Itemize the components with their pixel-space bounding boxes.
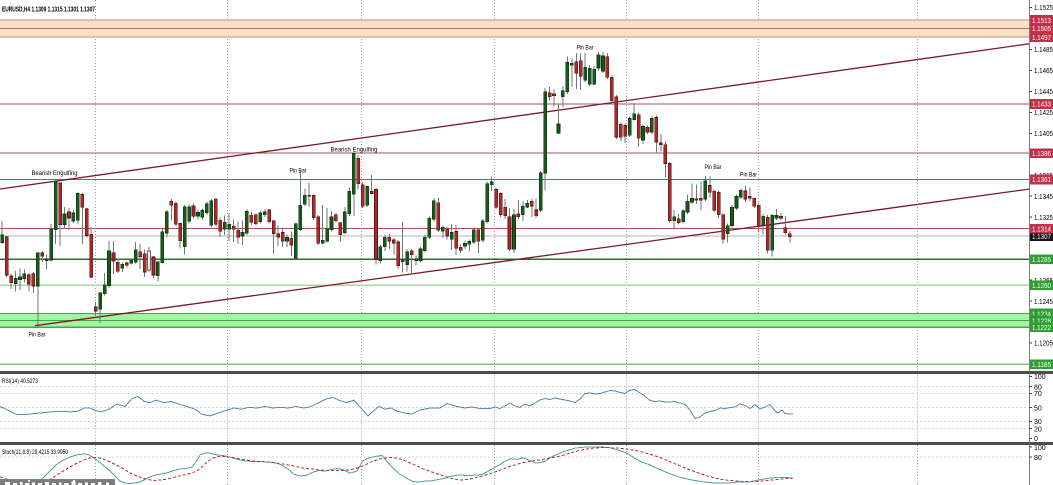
svg-text:1.1245: 1.1245: [1034, 299, 1053, 306]
svg-text:RSI(14) 40.5273: RSI(14) 40.5273: [2, 378, 38, 385]
svg-text:1.1314: 1.1314: [1032, 227, 1051, 234]
svg-text:1.1513: 1.1513: [1032, 18, 1051, 25]
svg-text:1.1465: 1.1465: [1034, 68, 1053, 75]
svg-text:Pin Bar: Pin Bar: [740, 171, 758, 178]
svg-text:1.1497: 1.1497: [1032, 35, 1051, 42]
svg-text:Stoch(21,8,8) 29.4215 33.9950: Stoch(21,8,8) 29.4215 33.9950: [2, 449, 68, 456]
svg-text:1.1185: 1.1185: [1032, 362, 1051, 369]
svg-text:30: 30: [1034, 419, 1042, 426]
svg-text:1.1307: 1.1307: [1032, 234, 1051, 241]
svg-text:1.1260: 1.1260: [1032, 283, 1051, 290]
svg-text:1.1505: 1.1505: [1032, 26, 1051, 33]
svg-text:1.1234: 1.1234: [1032, 311, 1051, 318]
svg-text:80: 80: [1034, 455, 1042, 462]
svg-text:1.1425: 1.1425: [1034, 110, 1053, 117]
svg-text:1.1445: 1.1445: [1034, 89, 1053, 96]
svg-text:1.1361: 1.1361: [1032, 177, 1051, 184]
svg-text:1.1433: 1.1433: [1032, 102, 1051, 109]
svg-text:EURUSD,H4 1.1309 1.1315 1.130: EURUSD,H4 1.1309 1.1315 1.1301 1.1307: [2, 5, 95, 14]
svg-text:70: 70: [1034, 391, 1042, 398]
svg-text:1.1386: 1.1386: [1032, 151, 1051, 158]
svg-text:Pin Bar: Pin Bar: [577, 44, 595, 51]
svg-text:1.1485: 1.1485: [1034, 47, 1053, 54]
svg-text:80: 80: [1034, 384, 1042, 391]
svg-text:0: 0: [1034, 436, 1038, 443]
svg-text:Bearish Engulfing: Bearish Engulfing: [32, 170, 78, 177]
svg-text:1.1285: 1.1285: [1032, 257, 1051, 264]
svg-text:Pin Bar: Pin Bar: [290, 167, 308, 174]
svg-text:1.1205: 1.1205: [1034, 341, 1053, 348]
svg-text:100: 100: [1034, 374, 1046, 381]
svg-text:50: 50: [1034, 405, 1042, 412]
svg-text:1.1325: 1.1325: [1034, 215, 1053, 222]
svg-text:Bearish Engulfing: Bearish Engulfing: [331, 146, 378, 153]
svg-text:100: 100: [1034, 445, 1046, 452]
svg-text:1.1405: 1.1405: [1034, 131, 1053, 138]
svg-text:Pin Bar: Pin Bar: [705, 164, 723, 171]
svg-text:1.1222: 1.1222: [1032, 325, 1051, 332]
svg-text:1.1345: 1.1345: [1034, 194, 1053, 201]
svg-text:Pin Bar: Pin Bar: [29, 332, 47, 339]
svg-text:1.1228: 1.1228: [1032, 318, 1051, 325]
svg-text:1.1525: 1.1525: [1034, 5, 1053, 12]
svg-text:20: 20: [1034, 426, 1042, 433]
